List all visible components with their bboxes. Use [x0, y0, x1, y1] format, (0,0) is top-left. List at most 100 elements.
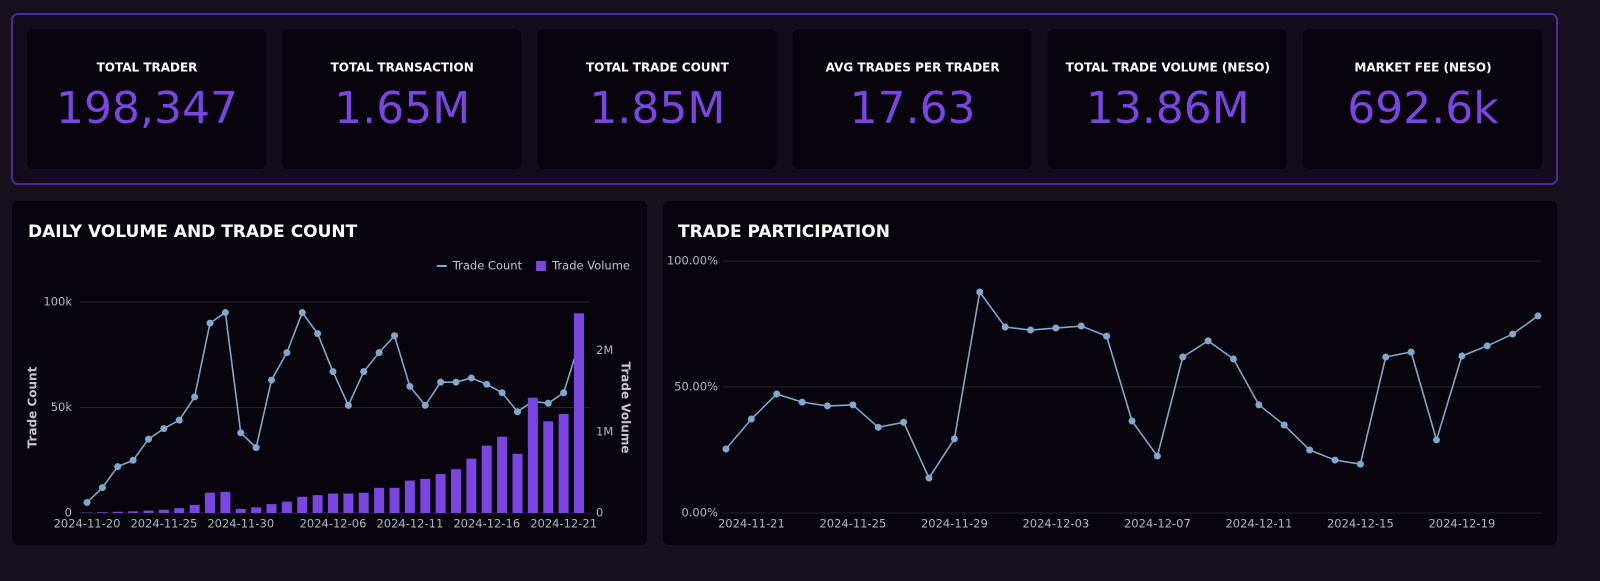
point [560, 389, 568, 397]
x-tick-label: 2024-11-25 [819, 517, 886, 531]
bar [158, 509, 169, 513]
x-tick-label: 2024-12-15 [1327, 517, 1394, 531]
point [722, 445, 730, 453]
point [900, 418, 908, 426]
point [925, 474, 933, 482]
point [1382, 353, 1390, 361]
point [1331, 456, 1339, 464]
point [1356, 460, 1364, 468]
point [283, 349, 291, 357]
bar [143, 510, 154, 513]
y-tick-label: 100k [43, 295, 72, 309]
point [798, 398, 806, 406]
x-tick-label: 2024-12-07 [1124, 517, 1191, 531]
point [114, 463, 122, 471]
kpi-label: TOTAL TRADER [97, 61, 198, 75]
legend-swatch [536, 261, 547, 271]
bar [389, 487, 400, 513]
point [849, 401, 857, 409]
bar [251, 507, 262, 513]
point [252, 444, 260, 452]
y-tick-label: 50k [51, 400, 73, 414]
point [421, 401, 429, 409]
kpi-card [1047, 29, 1287, 169]
kpi-card [537, 29, 777, 169]
kpi-label: AVG TRADES PER TRADER [826, 61, 1000, 75]
point [544, 399, 552, 407]
kpi-card [1303, 29, 1542, 169]
bar [343, 493, 354, 513]
kpi-value: 1.85M [589, 83, 725, 134]
point [514, 408, 521, 416]
point [1077, 322, 1085, 330]
bar [189, 504, 200, 513]
point [1027, 326, 1034, 334]
x-tick-label: 2024-12-11 [1225, 517, 1292, 531]
bar [527, 397, 538, 513]
y-tick-label: 0.00% [681, 506, 718, 520]
point [1052, 324, 1060, 332]
legend-label: Trade Count [452, 259, 523, 273]
bar [312, 495, 323, 513]
kpi-card [27, 29, 266, 169]
bar [328, 493, 338, 513]
kpi-value: 692.6k [1347, 83, 1499, 134]
point [145, 435, 152, 443]
point [874, 423, 882, 431]
point [160, 425, 168, 433]
y2-tick-label: 0 [596, 506, 603, 520]
point [437, 378, 445, 386]
point [206, 319, 214, 327]
point [314, 330, 322, 338]
point [483, 380, 491, 388]
bar [543, 421, 554, 513]
point [498, 389, 506, 397]
point [98, 484, 106, 492]
point [1433, 436, 1440, 444]
point [1103, 332, 1111, 340]
chart-title: TRADE PARTICIPATION [678, 222, 890, 242]
point [1179, 353, 1187, 361]
bar [174, 508, 185, 513]
y2-tick-label: 2M [596, 343, 613, 357]
point [1230, 355, 1237, 363]
bar [574, 313, 584, 513]
point [391, 332, 398, 340]
bar [558, 413, 569, 513]
x-tick-label: 2024-12-19 [1428, 517, 1495, 531]
y2-axis-title: Trade Volume [619, 362, 633, 454]
point [83, 498, 91, 506]
y2-tick-label: 1M [596, 424, 613, 438]
point [329, 368, 337, 376]
chart-title: DAILY VOLUME AND TRADE COUNT [28, 222, 358, 242]
point [375, 349, 383, 357]
bar [297, 496, 308, 513]
bar [112, 511, 123, 513]
bar [128, 511, 139, 513]
point [1509, 330, 1517, 338]
bar [205, 492, 215, 513]
point [1458, 352, 1466, 360]
bar [512, 453, 523, 513]
point [268, 376, 275, 384]
kpi-card [282, 29, 522, 169]
chart-panel [663, 201, 1557, 545]
point [452, 378, 460, 386]
point [1204, 337, 1212, 345]
x-tick-label: 2024-12-11 [376, 517, 443, 531]
kpi-value: 1.65M [334, 83, 470, 134]
bar [420, 478, 431, 513]
bar [435, 474, 446, 513]
x-tick-label: 2024-12-21 [530, 517, 597, 531]
point [360, 368, 368, 376]
y-tick-label: 0 [65, 506, 72, 520]
kpi-value: 13.86M [1086, 83, 1250, 134]
point [1128, 417, 1136, 425]
point [237, 429, 245, 437]
point [773, 390, 781, 398]
bar [466, 458, 477, 513]
y-tick-label: 100.00% [667, 254, 718, 268]
x-tick-label: 2024-11-21 [718, 517, 785, 531]
kpi-label: MARKET FEE (NESO) [1354, 61, 1491, 75]
